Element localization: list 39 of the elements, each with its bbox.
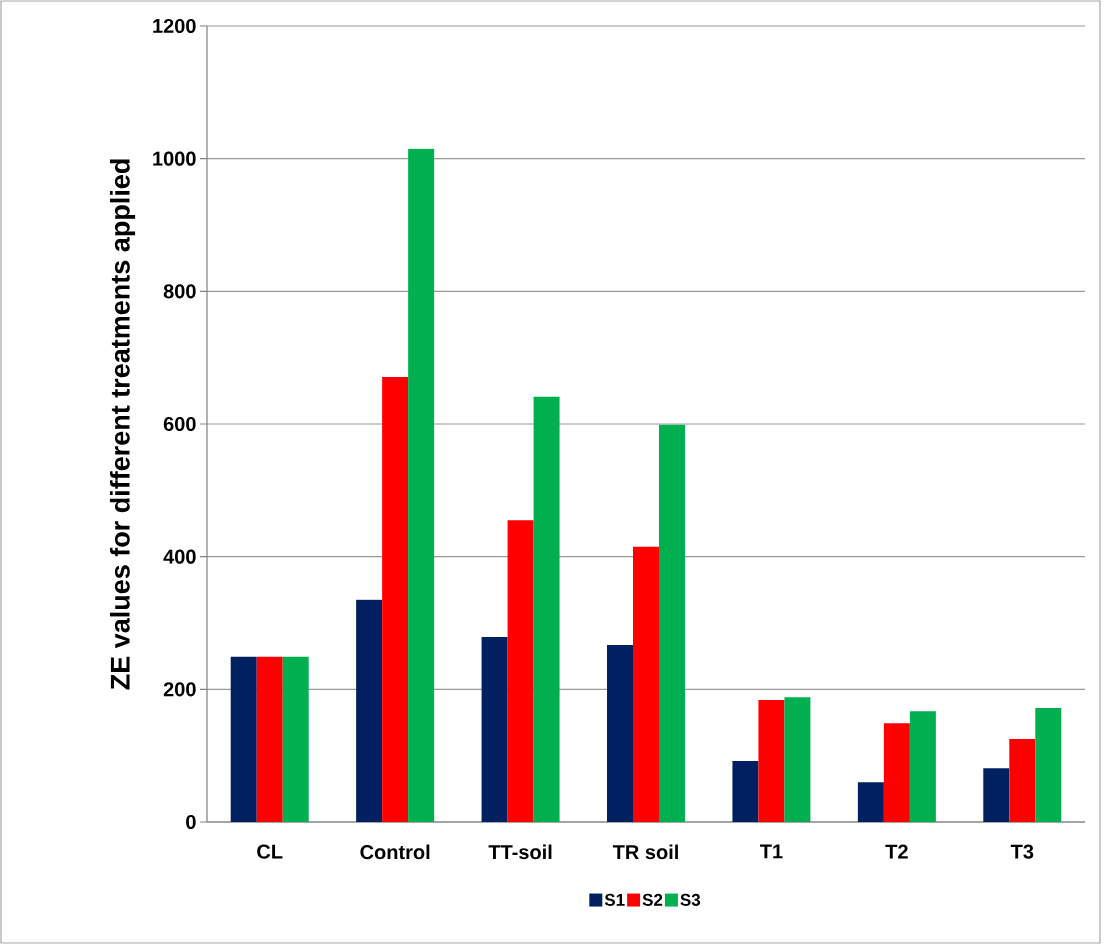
- y-tick-label: 0: [186, 814, 196, 830]
- bar: [382, 376, 409, 822]
- bar: [857, 782, 884, 822]
- bar: [909, 711, 936, 822]
- x-tick-label: T1: [759, 844, 783, 859]
- y-axis-title: ZE values for different treatments applied: [109, 159, 136, 690]
- bar: [230, 656, 257, 822]
- bar: [758, 699, 785, 822]
- bar: [282, 656, 309, 822]
- bar: [659, 424, 686, 822]
- bar: [633, 546, 659, 822]
- y-tick-label: 1200: [153, 18, 196, 34]
- bar: [784, 697, 811, 822]
- y-tick-label: 200: [163, 682, 196, 697]
- legend-label: S2: [642, 893, 663, 906]
- bar: [533, 396, 560, 822]
- x-tick-label: CL: [257, 844, 283, 859]
- bar: [408, 148, 435, 822]
- bar: [481, 636, 508, 822]
- bar: [983, 768, 1010, 822]
- x-tick-label: TR soil: [612, 844, 678, 860]
- bar: [256, 656, 283, 822]
- y-tick-label: 800: [163, 284, 196, 299]
- bar: [607, 644, 633, 822]
- x-tick-label: T3: [1010, 844, 1034, 859]
- y-tick-label: 600: [163, 416, 196, 432]
- legend-label: S3: [680, 893, 701, 906]
- bar: [1035, 707, 1062, 822]
- x-tick-label: TT-soil: [488, 844, 552, 860]
- legend-label: S1: [604, 893, 625, 906]
- y-tick-label: 1000: [153, 151, 196, 166]
- bar: [732, 760, 759, 822]
- x-tick-label: Control: [360, 844, 430, 860]
- bar: [1009, 739, 1036, 822]
- y-tick-label: 400: [163, 549, 196, 564]
- bar: [507, 520, 534, 822]
- bar: [883, 723, 910, 822]
- bar: [356, 599, 383, 822]
- x-tick-label: T2: [885, 844, 908, 859]
